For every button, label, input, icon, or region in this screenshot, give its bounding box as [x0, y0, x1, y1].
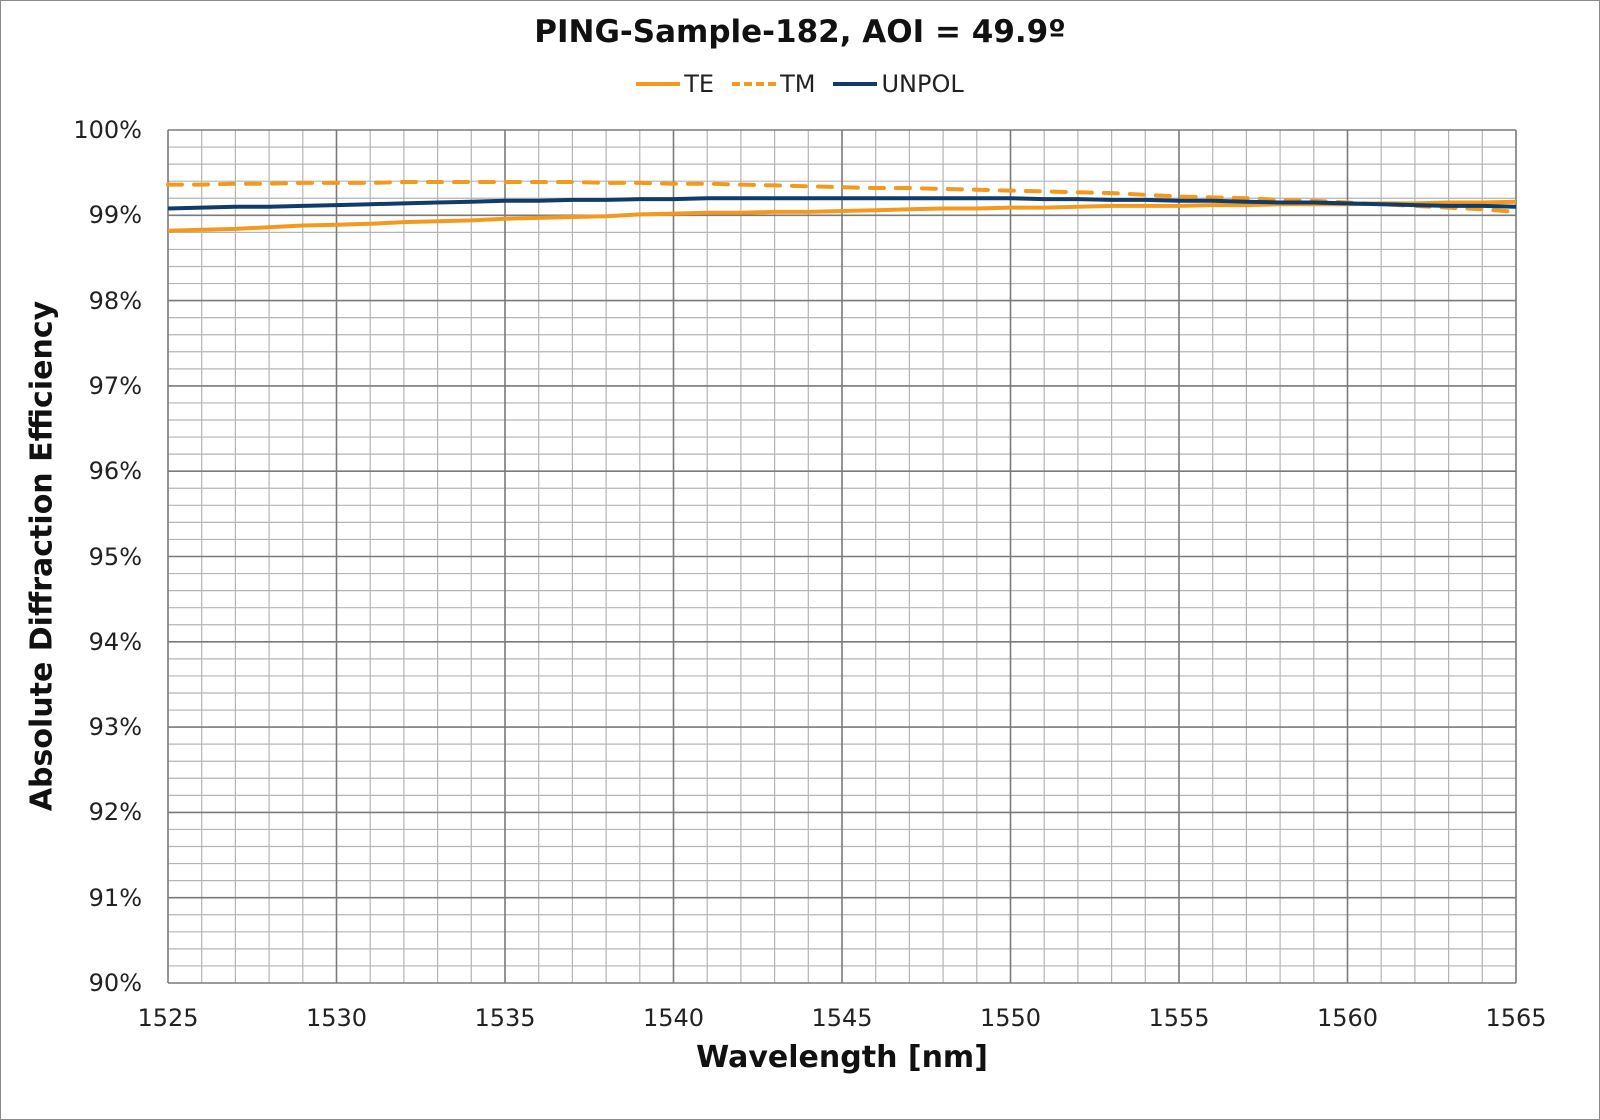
y-tick-label: 93%: [88, 713, 142, 742]
data-series: [166, 180, 1518, 233]
y-tick-label: 100%: [73, 116, 142, 144]
legend-label-te: TE: [684, 70, 715, 98]
y-tick-label: 98%: [88, 286, 142, 315]
legend-item-unpol: UNPOL: [833, 70, 964, 98]
series-line-tm: [166, 180, 1518, 214]
y-tick-label: 91%: [88, 883, 142, 912]
x-tick-label: 1555: [1148, 1004, 1210, 1032]
y-tick-label: 94%: [88, 627, 142, 656]
legend: TE TM UNPOL: [0, 70, 1600, 98]
tm-dashed-line-swatch-icon: [732, 82, 777, 86]
x-tick-label: 1525: [137, 1004, 199, 1032]
x-tick-label: 1560: [1316, 1004, 1379, 1032]
y-tick-label: 99%: [88, 201, 142, 230]
unpol-line-swatch-icon: [833, 82, 878, 86]
x-tick-label: 1540: [642, 1004, 705, 1032]
x-tick-label: 1530: [305, 1004, 368, 1032]
y-tick-label: 96%: [88, 457, 142, 486]
major-gridlines: [167, 129, 1517, 984]
x-axis-title: Wavelength [nm]: [696, 1040, 988, 1075]
x-tick-label: 1545: [811, 1004, 873, 1032]
legend-label-tm: TM: [780, 70, 816, 98]
x-tick-label: 1550: [979, 1004, 1042, 1032]
x-tick-label: 1535: [474, 1004, 536, 1032]
y-tick-label: 90%: [88, 969, 142, 997]
legend-label-unpol: UNPOL: [881, 70, 964, 98]
y-tick-label: 97%: [88, 371, 142, 400]
legend-item-tm: TM: [732, 70, 815, 98]
series-line-unpol: [167, 196, 1517, 211]
y-tick-label: 95%: [88, 542, 142, 571]
x-tick-label: 1565: [1485, 1004, 1547, 1032]
chart-title: PING-Sample-182, AOI = 49.9º: [534, 14, 1066, 50]
y-tick-label: 92%: [88, 798, 142, 827]
te-line-swatch-icon: [636, 82, 681, 86]
legend-item-te: TE: [636, 70, 714, 98]
